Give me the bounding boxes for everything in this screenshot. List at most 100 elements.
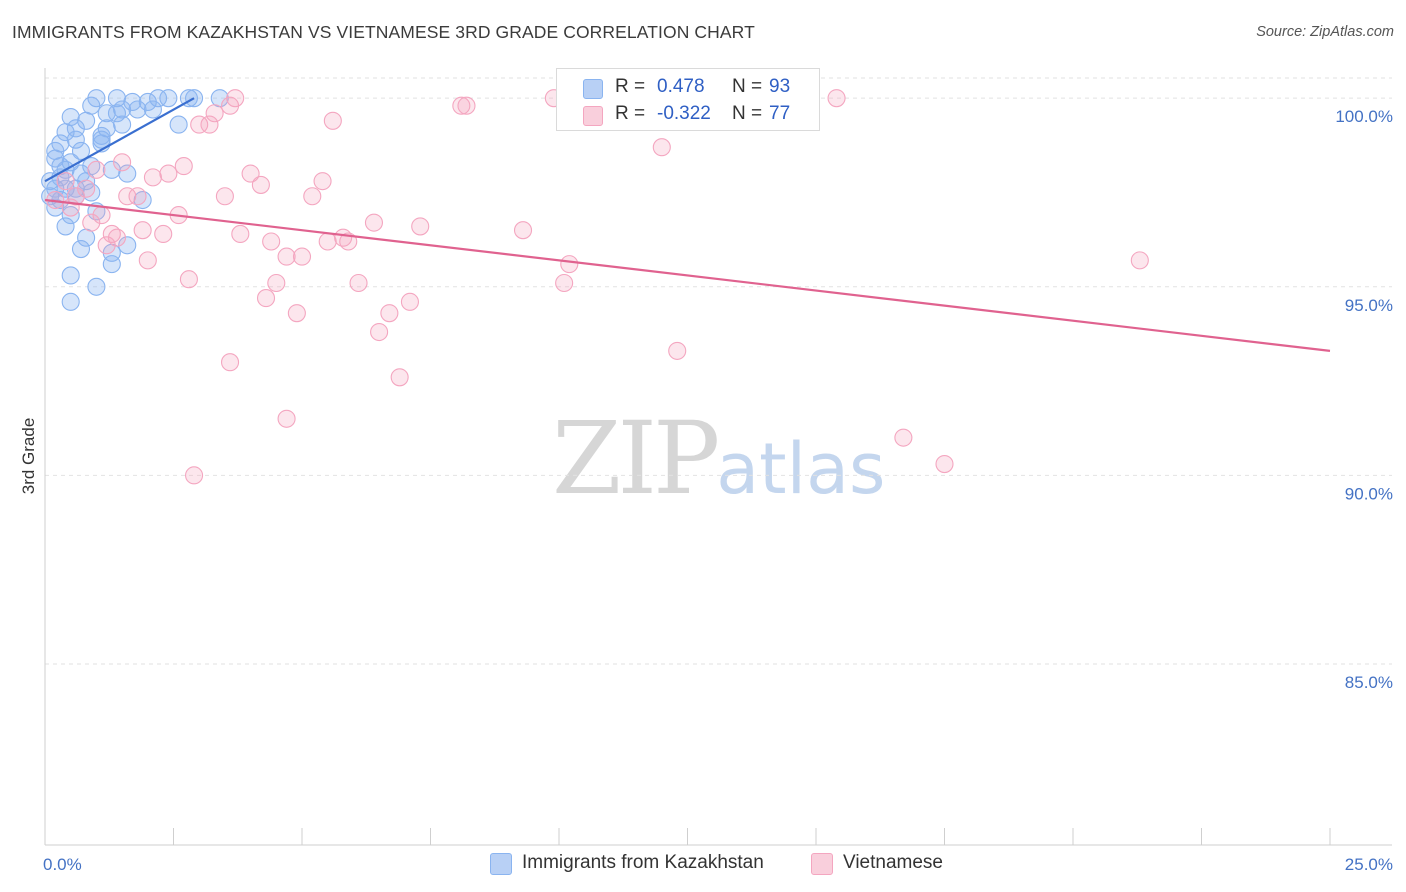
point-kazakhstan bbox=[66, 119, 85, 138]
point-kazakhstan bbox=[107, 89, 127, 108]
point-kazakhstan bbox=[87, 277, 106, 296]
swatch-vietnamese bbox=[583, 106, 603, 126]
legend-label-vietnamese: Vietnamese bbox=[843, 852, 943, 873]
axes bbox=[44, 68, 1392, 846]
legend-label-kazakhstan: Immigrants from Kazakhstan bbox=[522, 852, 764, 873]
point-vietnamese bbox=[77, 179, 96, 198]
x-tick-label-max: 25.0% bbox=[1345, 855, 1393, 874]
n-value: 77 bbox=[769, 103, 791, 124]
legend-swatch-kazakhstan bbox=[490, 853, 512, 875]
point-vietnamese bbox=[1130, 251, 1149, 270]
point-vietnamese bbox=[560, 255, 579, 274]
chart-title: IMMIGRANTS FROM KAZAKHSTAN VS VIETNAMESE… bbox=[12, 22, 755, 42]
point-kazakhstan bbox=[61, 292, 80, 311]
point-kazakhstan bbox=[87, 89, 106, 108]
point-vietnamese bbox=[370, 322, 389, 342]
legend-row-kazakhstan: R = 0.478 N = 93 bbox=[557, 74, 819, 100]
point-vietnamese bbox=[287, 304, 306, 323]
point-vietnamese bbox=[267, 273, 286, 293]
point-kazakhstan bbox=[92, 130, 111, 149]
y-tick-label: 95.0% bbox=[1345, 296, 1393, 315]
point-vietnamese bbox=[555, 273, 574, 293]
trend-line-kazakhstan bbox=[44, 97, 195, 183]
y-tick-label: 85.0% bbox=[1345, 673, 1393, 692]
point-kazakhstan bbox=[102, 255, 121, 274]
point-vietnamese bbox=[200, 115, 219, 134]
r-label: R = bbox=[615, 76, 646, 97]
point-vietnamese bbox=[513, 221, 533, 240]
point-kazakhstan bbox=[107, 104, 127, 123]
point-vietnamese bbox=[668, 341, 687, 360]
point-vietnamese bbox=[174, 157, 193, 176]
point-vietnamese bbox=[251, 175, 270, 194]
point-kazakhstan bbox=[169, 115, 188, 134]
point-kazakhstan bbox=[56, 179, 75, 198]
point-vietnamese bbox=[133, 221, 152, 240]
point-vietnamese bbox=[411, 217, 430, 236]
point-vietnamese bbox=[400, 292, 419, 311]
point-vietnamese bbox=[313, 172, 332, 191]
point-vietnamese bbox=[277, 247, 296, 266]
correlation-legend: R = 0.478 N = 93 R = -0.322 N = 77 bbox=[556, 68, 820, 131]
point-kazakhstan bbox=[97, 104, 116, 123]
point-vietnamese bbox=[128, 187, 147, 206]
legend-swatch-vietnamese bbox=[811, 853, 833, 875]
point-vietnamese bbox=[277, 409, 296, 428]
point-kazakhstan bbox=[46, 141, 65, 161]
point-vietnamese bbox=[143, 168, 162, 187]
y-axis-title: 3rd Grade bbox=[19, 418, 38, 495]
point-vietnamese bbox=[113, 153, 132, 172]
point-kazakhstan bbox=[56, 217, 75, 236]
point-vietnamese bbox=[97, 236, 116, 255]
point-vietnamese bbox=[380, 304, 399, 323]
n-label: N = bbox=[732, 76, 763, 97]
trend-line-vietnamese bbox=[44, 198, 1331, 352]
point-kazakhstan bbox=[77, 172, 96, 191]
point-vietnamese bbox=[231, 224, 250, 244]
watermark-zip: ZIP bbox=[552, 400, 720, 517]
point-vietnamese bbox=[452, 96, 471, 115]
point-kazakhstan bbox=[128, 100, 147, 119]
n-label: N = bbox=[732, 103, 763, 124]
point-kazakhstan bbox=[113, 115, 132, 134]
point-vietnamese bbox=[457, 96, 476, 115]
point-vietnamese bbox=[390, 368, 409, 387]
point-kazakhstan bbox=[61, 266, 80, 285]
chart-source: Source: ZipAtlas.com bbox=[1256, 24, 1394, 40]
point-kazakhstan bbox=[71, 239, 91, 259]
legend-row-vietnamese: R = -0.322 N = 77 bbox=[557, 101, 819, 127]
point-vietnamese bbox=[827, 89, 846, 108]
point-vietnamese bbox=[220, 353, 240, 372]
point-vietnamese bbox=[364, 213, 384, 232]
n-value: 93 bbox=[769, 76, 791, 97]
point-vietnamese bbox=[323, 111, 342, 130]
point-vietnamese bbox=[185, 466, 204, 485]
point-vietnamese bbox=[652, 138, 671, 157]
point-vietnamese bbox=[107, 228, 127, 247]
point-kazakhstan bbox=[149, 89, 168, 108]
point-vietnamese bbox=[241, 164, 260, 183]
point-kazakhstan bbox=[102, 160, 121, 179]
point-vietnamese bbox=[894, 428, 913, 447]
point-vietnamese bbox=[215, 187, 234, 206]
point-vietnamese bbox=[334, 228, 353, 247]
point-vietnamese bbox=[935, 454, 954, 474]
point-kazakhstan bbox=[118, 164, 137, 183]
watermark: ZIPatlas bbox=[552, 400, 885, 517]
point-vietnamese bbox=[82, 213, 101, 232]
point-vietnamese bbox=[138, 251, 157, 270]
trend-lines bbox=[44, 97, 1331, 352]
point-vietnamese bbox=[318, 232, 337, 251]
point-vietnamese bbox=[87, 160, 106, 179]
r-value: -0.322 bbox=[657, 103, 711, 124]
point-vietnamese bbox=[159, 164, 178, 183]
point-vietnamese bbox=[226, 89, 245, 108]
point-vietnamese bbox=[303, 187, 322, 206]
point-vietnamese bbox=[256, 289, 276, 308]
point-kazakhstan bbox=[71, 141, 91, 161]
y-tick-label: 90.0% bbox=[1345, 484, 1393, 503]
point-vietnamese bbox=[179, 270, 198, 289]
point-kazakhstan bbox=[143, 100, 162, 119]
watermark-atlas: atlas bbox=[716, 428, 886, 510]
